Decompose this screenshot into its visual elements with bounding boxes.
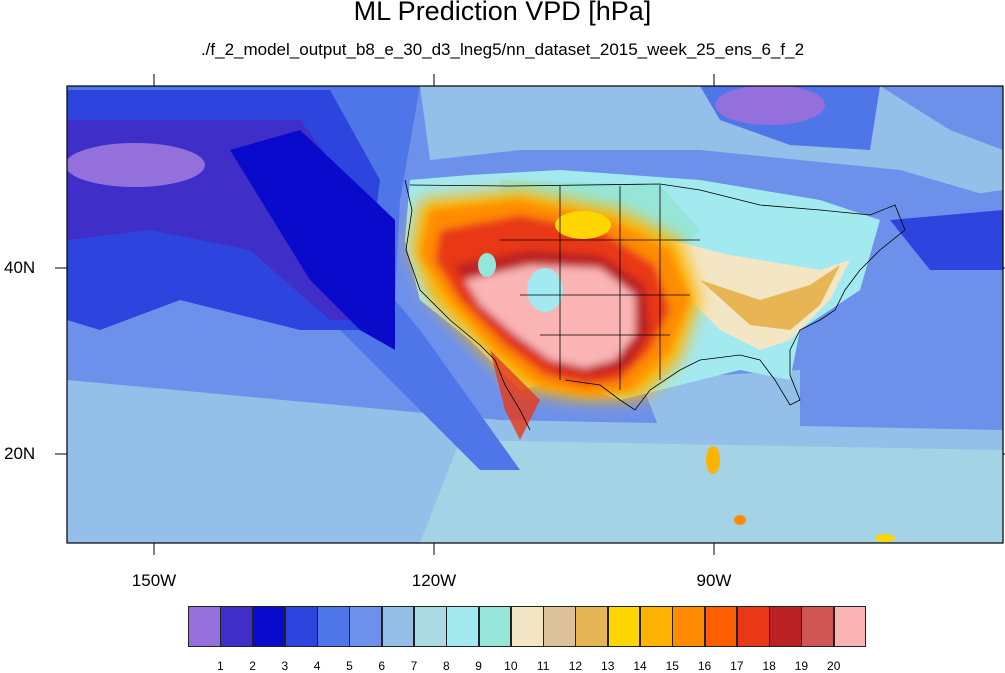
vpd-map	[55, 74, 1005, 555]
colorbar-swatch	[575, 606, 609, 647]
lon-label-150w: 150W	[131, 571, 177, 590]
colorbar-label: 13	[601, 659, 615, 673]
colorbar-label: 3	[281, 659, 289, 673]
colorbar-label: 6	[378, 659, 386, 673]
colorbar-label: 9	[475, 659, 482, 673]
colorbar-swatch	[381, 606, 415, 647]
colorbar-label: 1	[216, 659, 224, 673]
colorbar-label: 18	[762, 659, 776, 673]
colorbar-swatch	[607, 606, 641, 647]
colorbar-swatch	[252, 606, 286, 647]
colorbar-label: 12	[568, 659, 583, 673]
colorbar-label: 5	[346, 659, 353, 673]
colorbar	[188, 606, 867, 647]
colorbar-label: 17	[730, 659, 744, 673]
lon-label-90w: 90W	[696, 571, 732, 590]
colorbar-label: 11	[536, 659, 550, 673]
colorbar-swatch	[414, 606, 447, 647]
colorbar-label: 14	[633, 659, 647, 673]
colorbar-label: 10	[504, 659, 518, 673]
axis-ticks	[55, 74, 1005, 555]
colorbar-label: 2	[249, 659, 256, 673]
colorbar-swatch	[543, 606, 576, 647]
colorbar-label: 20	[827, 659, 841, 673]
coastlines	[404, 179, 906, 431]
lat-label-40n: 40N	[4, 258, 36, 277]
lat-label-20n: 20N	[4, 444, 36, 463]
map-title: ML Prediction VPD [hPa]	[353, 0, 652, 26]
colorbar-label: 7	[410, 659, 418, 673]
colorbar-label: 4	[313, 659, 321, 673]
colorbar-swatch	[801, 606, 835, 647]
colorbar-swatch	[672, 606, 706, 647]
plot-frame	[66, 85, 1004, 544]
colorbar-swatch	[220, 606, 254, 647]
colorbar-swatch	[349, 606, 383, 647]
colorbar-swatch	[833, 606, 867, 647]
colorbar-swatch	[284, 606, 318, 647]
colorbar-swatch	[446, 606, 480, 647]
colorbar-swatch	[510, 606, 544, 647]
colorbar-label: 15	[665, 659, 679, 673]
map-subtitle: ./f_2_model_output_b8_e_30_d3_lneg5/nn_d…	[200, 40, 805, 59]
colorbar-label: 16	[697, 659, 712, 673]
colorbar-label: 19	[794, 659, 809, 673]
colorbar-swatch	[478, 606, 512, 647]
vpd-field	[67, 86, 1003, 543]
colorbar-swatch	[640, 606, 673, 647]
colorbar-swatch	[317, 606, 350, 647]
colorbar-swatch	[736, 606, 770, 647]
colorbar-label: 8	[442, 659, 450, 673]
colorbar-swatch	[704, 606, 738, 647]
lon-label-120w: 120W	[411, 571, 457, 590]
colorbar-swatch	[769, 606, 802, 647]
colorbar-swatch	[188, 606, 221, 647]
